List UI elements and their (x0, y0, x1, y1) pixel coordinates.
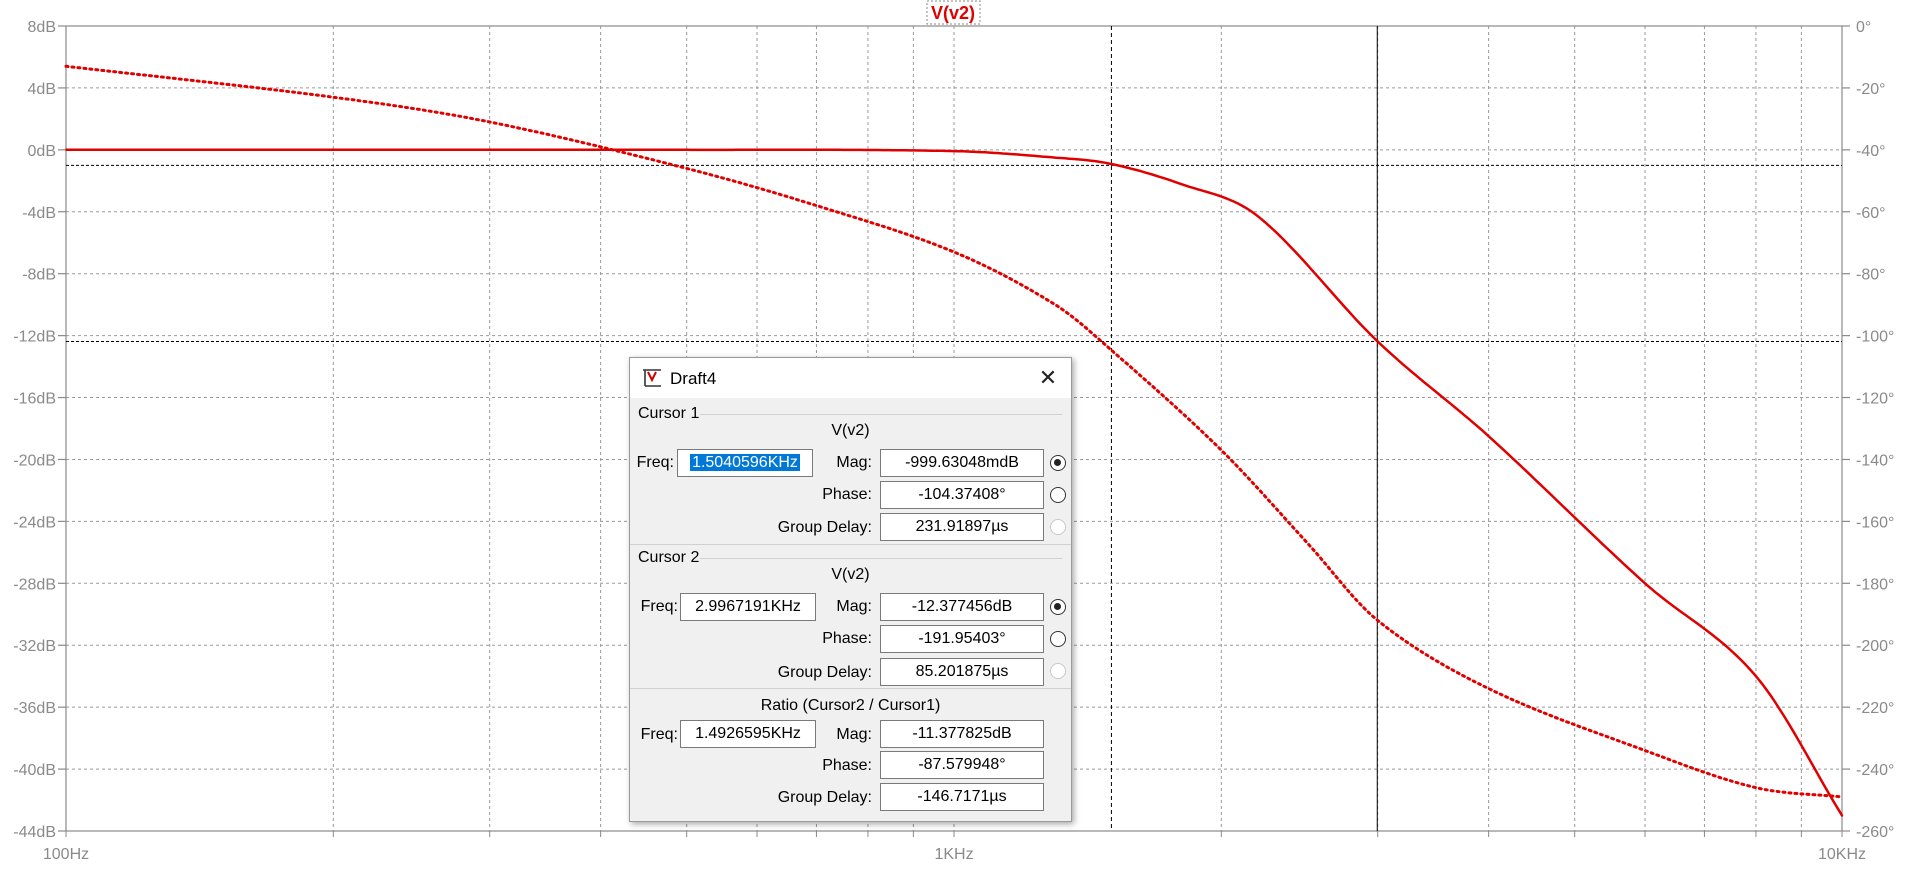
divider (700, 558, 1062, 559)
y-axis-left-ticks: 8dB 4dB 0dB -4dB -8dB -12dB -16dB -20dB -24dB -28… (13, 19, 66, 841)
y-left-tick-label: -40dB (13, 762, 56, 779)
cursor2-mag-radio[interactable] (1050, 599, 1066, 615)
divider (630, 688, 1071, 689)
y-left-tick-label: -16dB (13, 391, 56, 408)
close-button[interactable]: ✕ (1025, 358, 1071, 398)
cursor2-freq-field[interactable]: 2.9967191KHz (680, 593, 816, 621)
y-left-tick-label: -20dB (13, 452, 56, 469)
window-title: Draft4 (670, 369, 717, 388)
cursor1-mag-label: Mag: (836, 454, 872, 471)
cursor1-mag-radio[interactable] (1050, 455, 1066, 471)
plot-axes (65, 25, 1843, 837)
cursor1-phase-radio[interactable] (1050, 487, 1066, 503)
cursor2-group-label: Cursor 2 (638, 549, 700, 566)
ratio-mag-field[interactable]: -11.377825dB (880, 720, 1044, 748)
window-titlebar[interactable]: Draft4 ✕ (630, 358, 1071, 398)
y-right-tick-label: -60° (1856, 205, 1886, 222)
cursor2-phase-label: Phase: (822, 630, 872, 647)
phase-trace (64, 64, 1844, 799)
y-left-tick-label: -24dB (13, 514, 56, 531)
cursor2-gd-label: Group Delay: (777, 664, 872, 681)
y-left-tick-label: 0dB (28, 143, 56, 160)
cursor1-trace: V(v2) (831, 422, 870, 439)
y-right-tick-label: -200° (1856, 638, 1894, 655)
y-left-tick-label: -32dB (13, 638, 56, 655)
x-axis-ticks: 100Hz 1KHz 10KHz (43, 846, 1866, 863)
y-axis-right-ticks: 0° -20° -40° -60° -80° -100° -120° -140° -160° -1… (1842, 19, 1894, 841)
y-right-tick-label: -180° (1856, 576, 1894, 593)
cursor2-trace: V(v2) (831, 566, 870, 583)
ltspice-icon (643, 369, 661, 387)
cursor-lines[interactable] (66, 26, 1842, 831)
traces (64, 64, 1844, 817)
cursor1-phase-field[interactable]: -104.37408° (880, 481, 1044, 509)
trace-title[interactable]: V(v2) (931, 3, 975, 23)
y-right-tick-label: -140° (1856, 452, 1894, 469)
y-right-tick-label: -40° (1856, 143, 1886, 160)
y-left-tick-label: -36dB (13, 700, 56, 717)
plot-frame (65, 25, 1843, 832)
y-right-tick-label: -160° (1856, 514, 1894, 531)
ratio-gd-field[interactable]: -146.7171µs (880, 783, 1044, 811)
cursor1-freq-field[interactable]: 1.5040596KHz (677, 449, 813, 477)
y-right-tick-label: -100° (1856, 329, 1894, 346)
magnitude-trace (64, 148, 1844, 817)
cursor2-phase-radio[interactable] (1050, 631, 1066, 647)
y-left-tick-label: -28dB (13, 576, 56, 593)
divider (700, 414, 1062, 415)
cursor2-phase-field[interactable]: -191.95403° (880, 625, 1044, 653)
ratio-group-label: Ratio (Cursor2 / Cursor1) (760, 697, 941, 714)
y-right-tick-label: 0° (1856, 19, 1871, 36)
cursor-window[interactable]: Draft4 ✕ Cursor 1 V(v2) Freq: 1.5040596K… (629, 357, 1072, 822)
ratio-mag-label: Mag: (836, 726, 872, 743)
y-left-tick-label: -44dB (13, 824, 56, 841)
y-left-tick-label: -12dB (13, 329, 56, 346)
ratio-gd-label: Group Delay: (777, 789, 872, 806)
y-left-tick-label: 8dB (28, 19, 56, 36)
cursor2-gd-radio (1050, 663, 1066, 679)
ratio-freq-field[interactable]: 1.4926595KHz (680, 720, 816, 748)
cursor2-freq-label: Freq: (640, 598, 678, 615)
x-tick-label: 100Hz (43, 846, 89, 863)
y-right-tick-label: -220° (1856, 700, 1894, 717)
cursor2-gd-field[interactable]: 85.201875µs (880, 658, 1044, 686)
cursor1-mag-field[interactable]: -999.63048mdB (880, 449, 1044, 477)
cursor1-group-label: Cursor 1 (638, 405, 700, 422)
close-icon: ✕ (1038, 365, 1058, 390)
cursor1-gd-field[interactable]: 231.91897µs (880, 513, 1044, 541)
y-right-tick-label: -20° (1856, 81, 1886, 98)
cursor1-phase-label: Phase: (822, 486, 872, 503)
y-right-tick-label: -120° (1856, 391, 1894, 408)
y-right-tick-label: -80° (1856, 267, 1886, 284)
x-tick-label: 1KHz (934, 846, 973, 863)
cursor2-mag-label: Mag: (836, 598, 872, 615)
y-left-tick-label: 4dB (28, 81, 56, 98)
y-right-tick-label: -260° (1856, 824, 1894, 841)
ratio-freq-label: Freq: (640, 726, 678, 743)
cursor2-mag-field[interactable]: -12.377456dB (880, 593, 1044, 621)
trace-title-box[interactable]: V(v2) (926, 0, 981, 25)
x-tick-label: 10KHz (1818, 846, 1866, 863)
y-right-tick-label: -240° (1856, 762, 1894, 779)
cursor1-freq-label: Freq: (636, 454, 674, 471)
y-left-tick-label: -4dB (22, 205, 56, 222)
cursor1-gd-label: Group Delay: (777, 519, 872, 536)
ratio-phase-label: Phase: (822, 757, 872, 774)
y-left-tick-label: -8dB (22, 267, 56, 284)
ratio-phase-field[interactable]: -87.579948° (880, 751, 1044, 779)
divider (630, 544, 1071, 545)
cursor1-gd-radio (1050, 519, 1066, 535)
